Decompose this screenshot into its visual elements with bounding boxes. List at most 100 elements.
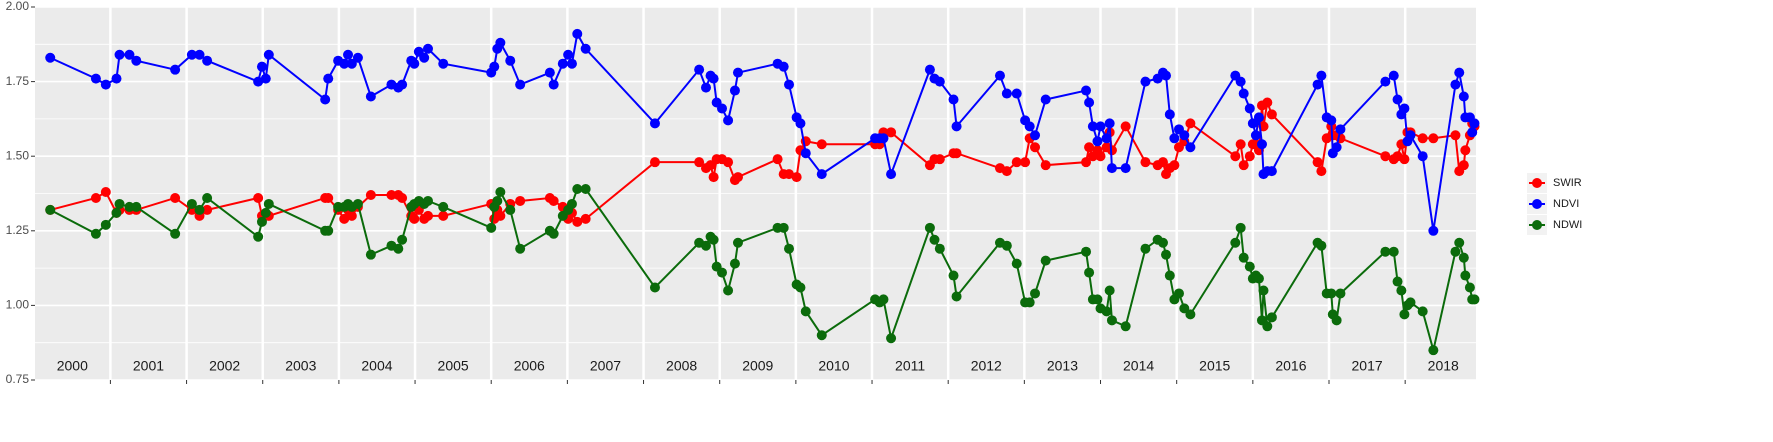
point	[1140, 243, 1151, 254]
point	[1230, 151, 1241, 162]
point	[170, 192, 181, 203]
legend-label: NDWI	[1553, 219, 1582, 231]
point	[1081, 157, 1092, 168]
point	[397, 79, 408, 90]
year-label: 2012	[971, 358, 1002, 374]
point	[1157, 157, 1168, 168]
point	[365, 189, 376, 200]
point	[1235, 222, 1246, 233]
legend-label: SWIR	[1553, 177, 1582, 189]
y-tick-label: 1.00	[6, 298, 30, 312]
point	[649, 118, 660, 129]
point	[572, 28, 583, 39]
year-label: 2013	[1047, 358, 1078, 374]
point	[202, 192, 213, 203]
point	[563, 49, 574, 60]
point	[1388, 70, 1399, 81]
point	[1396, 285, 1407, 296]
point	[924, 222, 935, 233]
point	[1326, 115, 1337, 126]
point	[566, 58, 577, 69]
point	[365, 249, 376, 260]
point	[1335, 288, 1346, 299]
point	[1101, 306, 1112, 317]
point	[253, 231, 264, 242]
point	[1417, 133, 1428, 144]
point	[1161, 249, 1172, 260]
point	[1469, 118, 1480, 129]
point	[566, 198, 577, 209]
point	[778, 222, 789, 233]
point	[256, 61, 267, 72]
point	[323, 225, 334, 236]
point	[1262, 97, 1273, 108]
point	[1380, 246, 1391, 257]
point	[784, 79, 795, 90]
point	[1244, 151, 1255, 162]
point	[732, 172, 743, 183]
point	[1095, 121, 1106, 132]
point	[397, 234, 408, 245]
point	[438, 201, 449, 212]
point	[1256, 139, 1267, 150]
year-label: 2003	[285, 358, 316, 374]
point	[1331, 315, 1342, 326]
point	[365, 91, 376, 102]
point	[409, 58, 420, 69]
point	[1185, 118, 1196, 129]
point	[951, 148, 962, 159]
point	[339, 58, 350, 69]
point	[1011, 258, 1022, 269]
point	[1173, 288, 1184, 299]
point	[1120, 163, 1131, 174]
point	[1238, 160, 1249, 171]
point	[1081, 85, 1092, 96]
point	[194, 204, 205, 215]
point	[1405, 297, 1416, 308]
point	[1316, 70, 1327, 81]
point	[114, 49, 125, 60]
point	[1460, 145, 1471, 156]
point	[557, 58, 568, 69]
point	[1081, 246, 1092, 257]
point	[1120, 121, 1131, 132]
point	[1164, 270, 1175, 281]
point	[649, 282, 660, 293]
year-label: 2001	[133, 358, 164, 374]
point	[1092, 136, 1103, 147]
point	[1392, 276, 1403, 287]
point	[1458, 252, 1469, 263]
point	[700, 240, 711, 251]
point	[1020, 157, 1031, 168]
point	[492, 195, 503, 206]
point	[253, 192, 264, 203]
point	[723, 285, 734, 296]
point	[694, 157, 705, 168]
point	[694, 64, 705, 75]
point	[1399, 103, 1410, 114]
point	[580, 184, 591, 195]
year-label: 2011	[895, 358, 925, 374]
point	[649, 157, 660, 168]
point	[1326, 288, 1337, 299]
point	[948, 270, 959, 281]
point	[1120, 321, 1131, 332]
point	[1140, 157, 1151, 168]
point	[1040, 94, 1051, 105]
point	[1104, 118, 1115, 129]
point	[505, 204, 516, 215]
year-label: 2000	[57, 358, 88, 374]
point	[1087, 121, 1098, 132]
point	[515, 79, 526, 90]
point	[1428, 225, 1439, 236]
point	[1250, 130, 1261, 141]
point	[929, 234, 940, 245]
point	[700, 82, 711, 93]
point	[1235, 139, 1246, 150]
point	[1460, 270, 1471, 281]
point	[1040, 160, 1051, 171]
point	[423, 195, 433, 206]
legend-label: NDVI	[1553, 198, 1579, 210]
point	[1253, 112, 1264, 123]
point	[495, 210, 506, 221]
